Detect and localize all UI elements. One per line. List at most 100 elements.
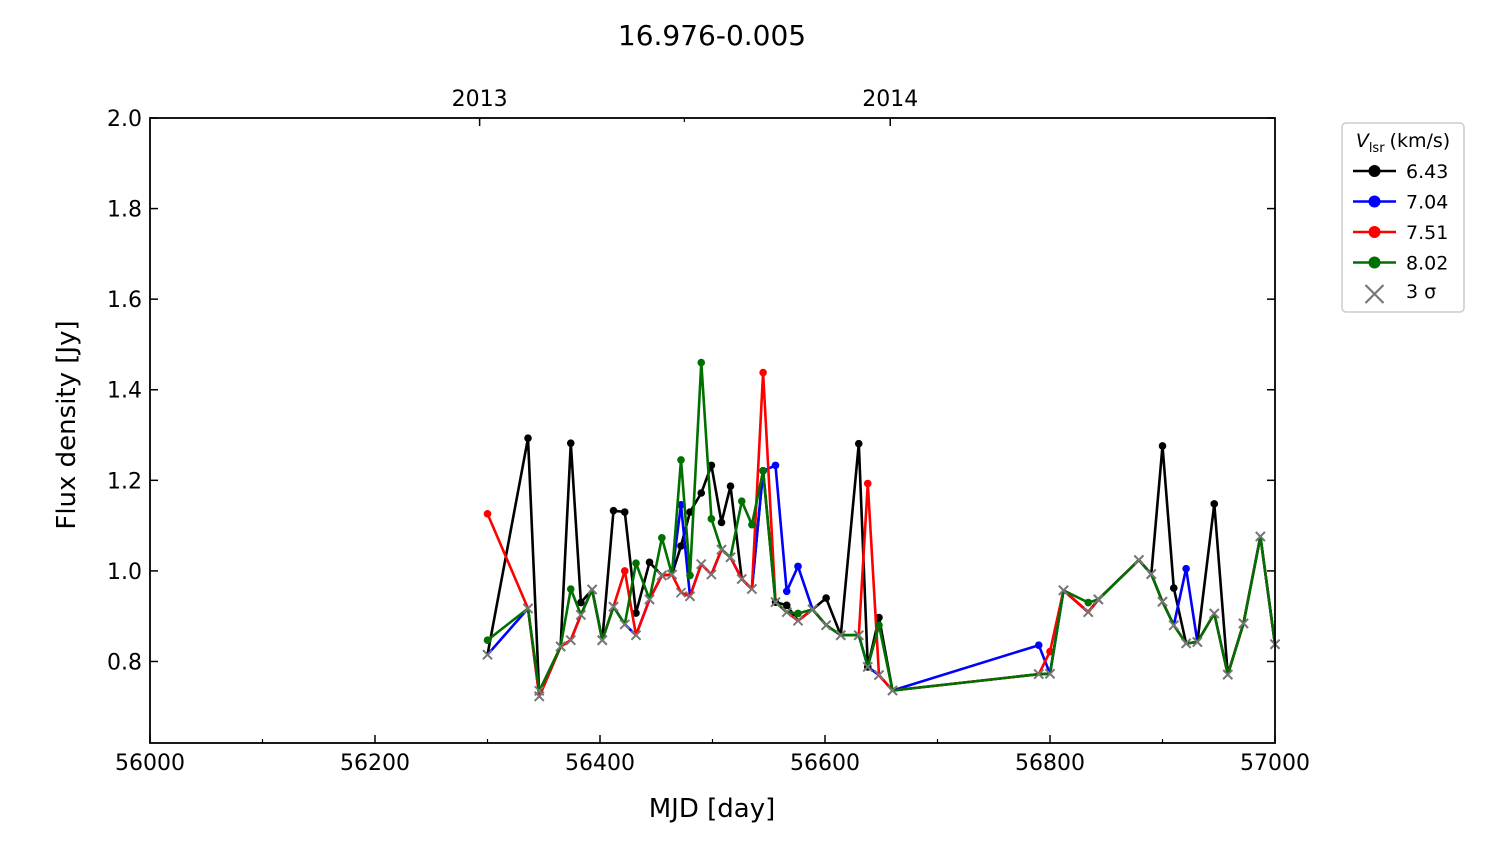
sigma-marker-stroke bbox=[1238, 618, 1249, 629]
sigma-marker-stroke bbox=[522, 603, 534, 614]
x-tick-label: 56200 bbox=[340, 751, 410, 776]
sigma-marker bbox=[716, 544, 727, 555]
sigma-marker-stroke bbox=[1255, 531, 1266, 542]
sigma-marker bbox=[565, 635, 576, 646]
plot-frame bbox=[149, 117, 1276, 744]
sigma-marker-stroke bbox=[1364, 284, 1385, 304]
sigma-marker bbox=[873, 669, 885, 681]
sigma-marker bbox=[820, 620, 832, 631]
data-point bbox=[1158, 442, 1167, 450]
sigma-marker-stroke bbox=[807, 604, 818, 615]
sigma-marker-stroke bbox=[630, 630, 642, 641]
legend-sigma-label: 3 σ bbox=[1406, 281, 1436, 303]
top-tick-label: 2013 bbox=[452, 87, 508, 112]
data-point bbox=[566, 439, 575, 447]
sigma-marker bbox=[1133, 554, 1145, 566]
series-line bbox=[486, 436, 1277, 698]
x-tick-label: 56000 bbox=[115, 751, 185, 776]
sigma-marker bbox=[887, 685, 898, 696]
y-tick-label: 2.0 bbox=[107, 107, 142, 132]
sigma-marker bbox=[675, 587, 687, 598]
data-point bbox=[854, 439, 863, 448]
sigma-marker bbox=[608, 601, 619, 612]
sigma-marker bbox=[644, 594, 655, 605]
data-point bbox=[609, 506, 618, 515]
data-point bbox=[677, 500, 685, 509]
y-tick-label: 1.8 bbox=[107, 198, 142, 223]
sigma-marker-stroke bbox=[575, 609, 587, 620]
legend-label: 8.02 bbox=[1406, 253, 1448, 275]
sigma-marker bbox=[862, 661, 873, 673]
data-point bbox=[1084, 598, 1093, 607]
sigma-marker-stroke bbox=[666, 569, 678, 580]
sigma-marker bbox=[575, 609, 587, 620]
data-point bbox=[677, 542, 685, 550]
y-tick-label: 0.8 bbox=[107, 650, 142, 675]
sigma-marker bbox=[1083, 606, 1094, 618]
sigma-marker-stroke bbox=[1222, 669, 1233, 680]
legend: Vlsr (km/s) 6.43 7.04 7.51 8.02 3 σ bbox=[1341, 122, 1465, 313]
data-point bbox=[566, 585, 575, 593]
sigma-marker-stroke bbox=[482, 649, 493, 660]
x-tick-label: 56600 bbox=[790, 751, 860, 776]
legend-marker bbox=[1368, 256, 1381, 269]
data-point bbox=[782, 601, 791, 610]
sigma-marker-stroke bbox=[781, 606, 792, 618]
sigma-marker-stroke bbox=[792, 615, 804, 626]
data-point bbox=[1210, 500, 1219, 508]
sigma-marker bbox=[781, 606, 792, 618]
sigma-marker-stroke bbox=[565, 635, 576, 646]
data-point bbox=[794, 609, 802, 618]
sigma-marker bbox=[1209, 608, 1220, 619]
series-line bbox=[486, 361, 1277, 693]
data-point bbox=[697, 358, 706, 367]
sigma-marker bbox=[1192, 636, 1203, 648]
data-point bbox=[782, 587, 791, 596]
y-tick-label: 1.2 bbox=[107, 469, 142, 494]
sigma-marker bbox=[696, 558, 707, 570]
data-point bbox=[737, 497, 746, 505]
series-8.02 bbox=[483, 358, 1281, 697]
sigma-marker-stroke bbox=[1168, 620, 1179, 631]
y-tick-label: 1.4 bbox=[107, 379, 142, 404]
sigma-marker-stroke bbox=[725, 552, 736, 563]
data-point bbox=[483, 636, 492, 644]
data-point bbox=[1169, 584, 1178, 592]
data-point bbox=[863, 479, 872, 488]
sigma-marker bbox=[835, 630, 846, 641]
sigma-marker-stroke bbox=[1157, 596, 1168, 607]
data-point bbox=[759, 368, 767, 377]
sigma-marker-stroke bbox=[1083, 606, 1094, 618]
sigma-marker bbox=[1180, 638, 1192, 649]
data-point bbox=[577, 598, 585, 607]
data-point bbox=[686, 508, 694, 516]
sigma-marker-stroke bbox=[835, 630, 846, 641]
data-point bbox=[707, 515, 716, 523]
series-7.51 bbox=[483, 368, 1281, 702]
sigma-marker-stroke bbox=[736, 573, 747, 585]
sigma-marker-stroke bbox=[770, 597, 781, 608]
sigma-marker bbox=[666, 569, 678, 580]
sigma-marker-stroke bbox=[706, 569, 717, 580]
sigma-marker bbox=[597, 635, 608, 646]
data-point bbox=[1182, 564, 1190, 573]
sigma-marker-stroke bbox=[644, 594, 655, 605]
data-point bbox=[686, 571, 694, 580]
sigma-marker bbox=[534, 685, 545, 697]
data-point bbox=[759, 467, 767, 475]
sigma-marker-stroke bbox=[862, 661, 873, 673]
sigma-marker-stroke bbox=[1133, 554, 1145, 566]
data-point bbox=[677, 456, 685, 464]
sigma-marker bbox=[1168, 620, 1179, 631]
series-6.43 bbox=[482, 434, 1281, 702]
legend-sigma-marker bbox=[1364, 284, 1385, 304]
sigma-marker-stroke bbox=[1093, 594, 1104, 605]
sigma-marker bbox=[1033, 669, 1044, 680]
sigma-marker-stroke bbox=[619, 619, 630, 630]
sigma-marker bbox=[853, 630, 864, 641]
data-point bbox=[794, 562, 802, 571]
sigma-marker-stroke bbox=[1180, 638, 1192, 649]
data-point bbox=[483, 510, 492, 518]
sigma-marker-stroke bbox=[1146, 568, 1157, 580]
sigma-marker bbox=[807, 604, 818, 615]
